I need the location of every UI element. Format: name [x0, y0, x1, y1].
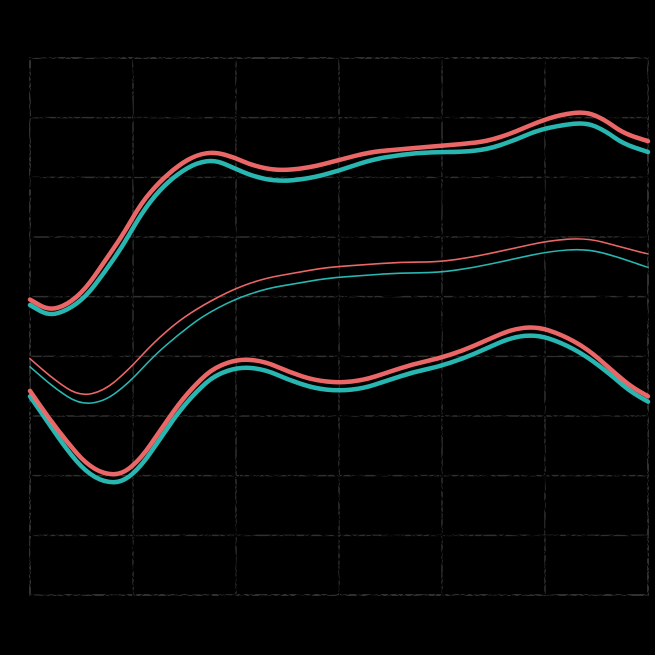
x-tick-label: Jan	[595, 602, 614, 616]
chart	[0, 0, 655, 655]
x-tick-label: Sep	[161, 602, 182, 616]
x-tick-label: Nov	[378, 602, 399, 616]
